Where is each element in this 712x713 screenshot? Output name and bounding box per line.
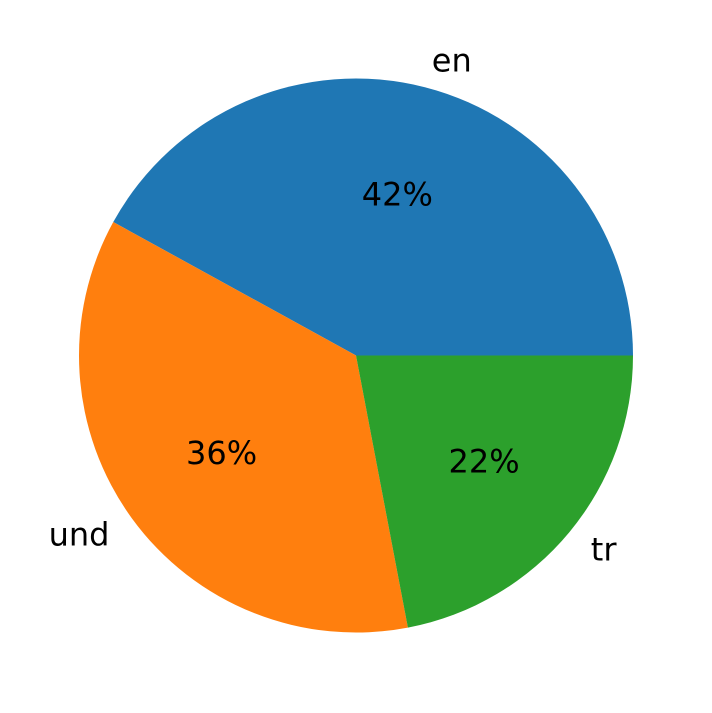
pie-slice-und [78,222,408,633]
pie-slices [78,78,633,633]
pie-percent-label-und: 36% [186,434,257,472]
pie-slice-en [113,78,633,356]
pie-category-label-und: und [49,516,110,554]
pie-labels: 42% en 36% und 22% tr [49,41,618,568]
pie-percent-label-tr: 22% [448,442,519,480]
pie-category-label-tr: tr [591,531,618,569]
pie-slice-tr [356,355,633,628]
pie-category-label-en: en [432,41,472,79]
pie-percent-label-en: 42% [362,176,433,214]
